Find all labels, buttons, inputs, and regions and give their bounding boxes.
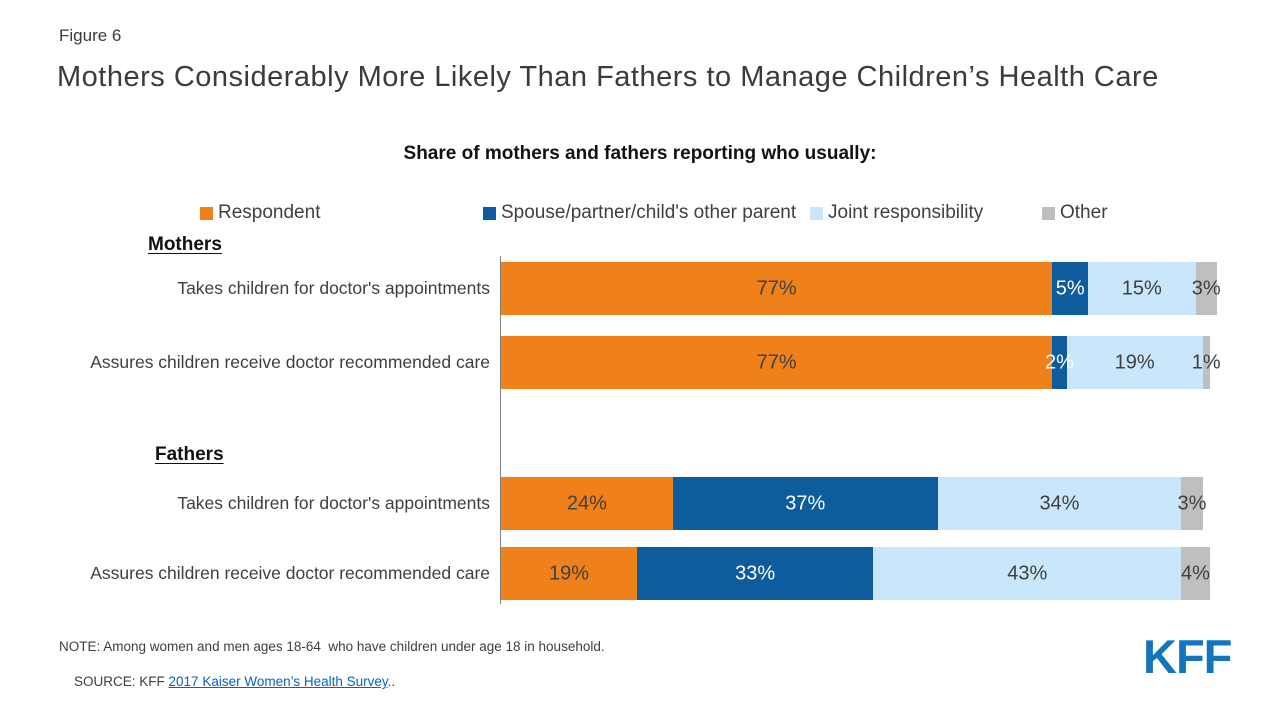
legend-item: Respondent [200, 202, 320, 224]
source-prefix: SOURCE: KFF [74, 674, 169, 689]
legend-swatch-icon [200, 206, 213, 220]
bar-segment: 4% [1181, 547, 1210, 600]
kff-logo: KFF [1143, 630, 1232, 683]
legend-label: Joint responsibility [828, 202, 984, 223]
legend-label: Other [1060, 202, 1108, 223]
source-suffix: .. [387, 674, 396, 689]
legend-swatch-icon [810, 206, 823, 220]
legend-item: Spouse/partner/child's other parent [483, 202, 796, 224]
bar-segment: 19% [501, 547, 638, 600]
source-link[interactable]: 2017 Kaiser Women’s Health Survey [168, 674, 388, 689]
figure-number: Figure 6 [59, 26, 122, 45]
bar-segment: 34% [937, 477, 1182, 530]
stacked-bar: 19% 33% 43% 4% [501, 547, 1217, 600]
bar-segment: 77% [501, 336, 1053, 389]
bar-value-label: 19% [549, 562, 590, 584]
bar-value-label: 3% [1191, 277, 1221, 299]
legend-item: Joint responsibility [810, 202, 983, 224]
legend-label: Spouse/partner/child's other parent [501, 202, 797, 223]
bar-segment: 5% [1052, 262, 1089, 315]
bar-value-label: 24% [566, 492, 607, 514]
bar-value-label: 15% [1121, 277, 1162, 299]
bar-segment: 3% [1192, 262, 1221, 315]
source-text: SOURCE: KFF 2017 Kaiser Women’s Health S… [59, 659, 395, 704]
group-header-fathers: Fathers [155, 444, 224, 465]
bar-value-label: 4% [1181, 562, 1210, 584]
bar-value-label: 2% [1045, 351, 1074, 373]
legend-swatch-icon [483, 206, 496, 220]
legend-label: Respondent [218, 202, 321, 223]
stacked-bar: 77% 2% 19% 1% [501, 336, 1221, 389]
bar-value-label: 3% [1177, 492, 1207, 514]
legend-item: Other [1042, 202, 1108, 224]
bar-row-label: Assures children receive doctor recommen… [90, 563, 490, 583]
bar-segment: 3% [1177, 477, 1206, 530]
bar-value-label: 37% [785, 492, 826, 514]
bar-value-label: 5% [1055, 277, 1085, 299]
bar-value-label: 1% [1191, 351, 1221, 373]
chart-subtitle: Share of mothers and fathers reporting w… [403, 143, 877, 164]
bar-segment: 37% [672, 477, 938, 530]
bar-segment: 2% [1045, 336, 1074, 389]
group-header-mothers: Mothers [148, 234, 222, 255]
note-text: NOTE: Among women and men ages 18-64 who… [59, 639, 605, 654]
bar-row-label: Takes children for doctor's appointments [177, 278, 490, 298]
stacked-bar: 77% 5% 15% 3% [501, 262, 1221, 315]
bar-value-label: 77% [756, 277, 797, 299]
bar-value-label: 19% [1114, 351, 1155, 373]
chart-title: Mothers Considerably More Likely Than Fa… [57, 61, 1159, 93]
bar-segment: 33% [637, 547, 874, 600]
bar-value-label: 34% [1039, 492, 1080, 514]
bar-segment: 1% [1192, 336, 1221, 389]
bar-row-label: Takes children for doctor's appointments [177, 493, 490, 513]
bar-segment: 19% [1066, 336, 1203, 389]
stacked-bar: 24% 37% 34% 3% [501, 477, 1217, 530]
axis-baseline [500, 256, 501, 604]
bar-value-label: 33% [735, 562, 776, 584]
bar-segment: 43% [873, 547, 1182, 600]
bar-row-label: Assures children receive doctor recommen… [90, 352, 490, 372]
bar-segment: 15% [1088, 262, 1196, 315]
bar-segment: 77% [501, 262, 1053, 315]
bar-segment: 24% [501, 477, 673, 530]
legend-swatch-icon [1042, 206, 1055, 220]
bar-value-label: 43% [1007, 562, 1048, 584]
bar-value-label: 77% [756, 351, 797, 373]
